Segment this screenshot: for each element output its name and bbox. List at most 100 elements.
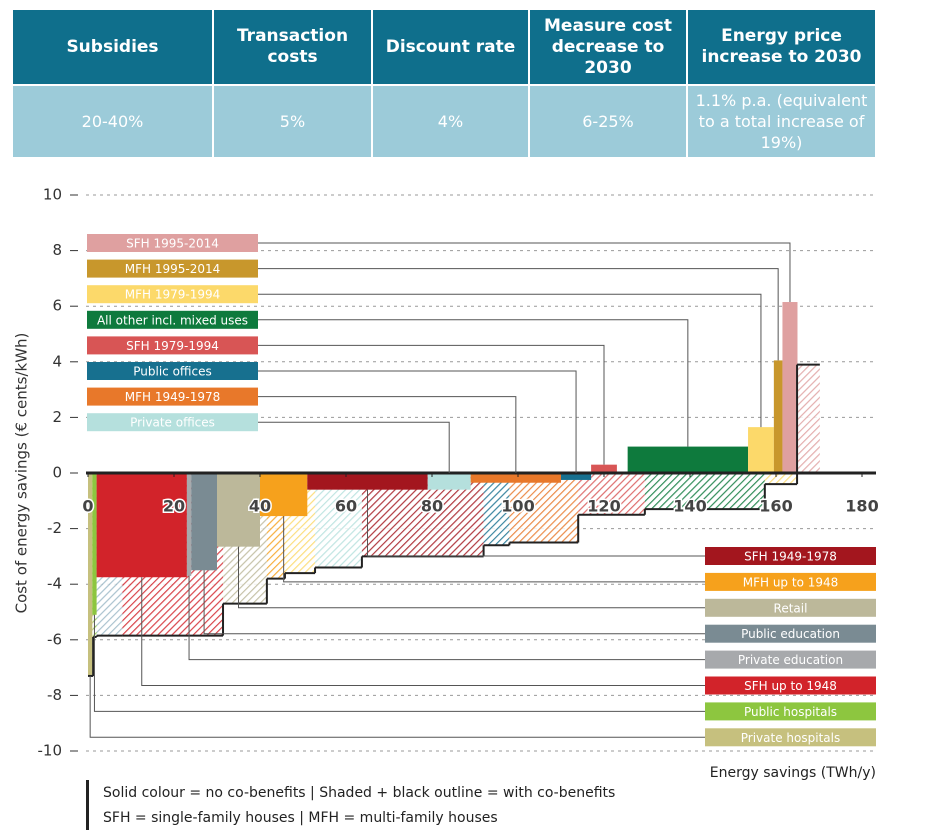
co-benefit-bar [509, 473, 579, 543]
table-header: Energy price increase to 2030 [688, 10, 875, 84]
footnote-bar [86, 780, 89, 830]
table-header: Discount rate [373, 10, 528, 84]
y-tick-label: 0 [52, 464, 62, 482]
leader-line [141, 577, 705, 686]
legend-box [87, 362, 258, 380]
leader-line [258, 370, 577, 473]
x-tick-label: 120 [587, 497, 620, 516]
legend-box [705, 624, 876, 643]
bar [186, 473, 192, 576]
legend-box [87, 413, 258, 432]
leader-line [258, 293, 762, 428]
legend-label: Public hospitals [744, 705, 837, 719]
leader-line [258, 421, 450, 473]
leader-line [258, 344, 605, 465]
bar [427, 473, 471, 490]
x-tick-label: 180 [845, 497, 878, 516]
legend-label: Retail [774, 601, 808, 615]
bar [561, 473, 592, 480]
legend-box [705, 676, 876, 695]
legend-label: SFH up to 1948 [744, 679, 837, 693]
assumption-table: Subsidies Transaction costs Discount rat… [13, 10, 875, 157]
co-benefit-bar [764, 473, 798, 485]
x-tick-label: 40 [249, 497, 271, 516]
y-tick-label: -6 [47, 630, 62, 648]
leader-line [258, 396, 517, 473]
leader-line [258, 268, 779, 361]
y-tick-label: -8 [47, 686, 62, 704]
x-tick-label: 140 [673, 497, 706, 516]
leader-line [283, 516, 705, 583]
outline-riser [92, 364, 799, 676]
legend-box [87, 285, 258, 304]
legend-label: Public offices [133, 365, 212, 379]
x-tick-label: 60 [335, 497, 357, 516]
legend-label: MFH up to 1948 [743, 575, 839, 589]
bar [627, 446, 749, 473]
table-cell: 4% [373, 86, 528, 157]
bar [96, 473, 187, 578]
footnote: SFH = single-family houses | MFH = multi… [103, 810, 498, 826]
bar [191, 473, 217, 571]
y-tick-label: -4 [47, 575, 62, 593]
legend-label: MFH 1979-1994 [125, 288, 221, 302]
x-tick-label: 20 [163, 497, 185, 516]
legend-box [705, 650, 876, 669]
legend-box [705, 572, 876, 591]
x-tick-label: 100 [501, 497, 534, 516]
legend-label: SFH 1995-2014 [126, 237, 219, 251]
bar [748, 427, 774, 473]
bar [307, 473, 428, 490]
leader-line [238, 546, 705, 609]
co-benefit-bar [797, 364, 820, 473]
y-tick-label: 6 [52, 297, 62, 315]
bar [773, 360, 783, 473]
bar [470, 473, 561, 483]
bar [591, 464, 617, 473]
legend-box [705, 728, 876, 747]
x-axis-label: Energy savings (TWh/y) [710, 765, 876, 781]
leader-line [258, 242, 791, 303]
y-axis-label: Cost of energy savings (€ cents/kWh) [13, 333, 31, 614]
bar [217, 473, 260, 547]
table-cell: 20-40% [13, 86, 212, 157]
legend-box [705, 598, 876, 617]
leader-line [93, 614, 705, 712]
legend-label: Private hospitals [741, 731, 840, 745]
legend-box [87, 234, 258, 252]
legend-label: Public education [741, 627, 840, 641]
x-tick-label: 160 [759, 497, 792, 516]
table-header: Transaction costs [214, 10, 371, 84]
table-header: Subsidies [13, 10, 212, 84]
legend-box [87, 336, 258, 355]
y-tick-label: 8 [52, 241, 62, 259]
legend-label: MFH 1949-1978 [125, 390, 221, 404]
y-tick-label: -2 [47, 519, 62, 537]
table-cell: 6-25% [530, 86, 686, 157]
x-tick-label: 80 [421, 497, 443, 516]
legend-label: Private offices [130, 416, 215, 430]
legend-label: SFH 1979-1994 [126, 339, 219, 353]
legend-box [87, 259, 258, 278]
leader-line [258, 319, 689, 447]
legend-label: SFH 1949-1978 [744, 550, 837, 564]
bar [260, 473, 308, 517]
x-tick-label: 0 [82, 497, 93, 516]
leader-line [203, 570, 705, 635]
leader-line [188, 575, 705, 661]
legend-label: Private education [738, 653, 843, 667]
bar [782, 302, 798, 473]
y-tick-label: 2 [52, 408, 62, 426]
legend-box [705, 702, 876, 721]
legend-box [87, 310, 258, 329]
table-cell: 5% [214, 86, 371, 157]
legend-label: MFH 1995-2014 [125, 262, 221, 276]
leader-line [89, 675, 705, 738]
legend-box [87, 387, 258, 406]
co-benefit-bar [483, 473, 510, 546]
bar [88, 473, 93, 676]
bar [92, 473, 97, 615]
table-header: Measure cost decrease to 2030 [530, 10, 686, 84]
